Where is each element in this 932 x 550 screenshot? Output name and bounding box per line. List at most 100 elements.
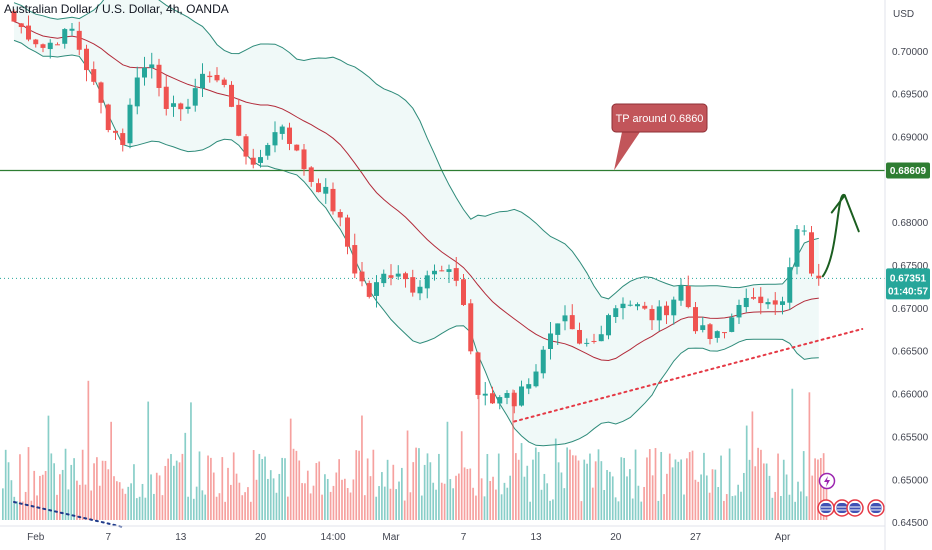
volume-bar [178,462,181,520]
volume-bar [315,463,318,520]
candle-body [722,332,727,334]
candle-body [55,44,60,46]
volume-bar [560,472,563,520]
volume-bar [67,489,70,520]
volume-bar [215,496,218,520]
volume-bar [492,476,494,520]
candle-body [120,133,126,145]
candle-body [11,11,17,22]
candle-body [359,271,365,282]
volume-bar [110,421,112,520]
callout-box [611,103,708,133]
volume-bar [207,455,209,520]
x-tick-label: 27 [690,532,702,543]
volume-bar [201,490,204,520]
x-tick-label: 13 [530,532,542,543]
volume-bar [241,495,244,520]
volume-bar [121,488,124,520]
volume-bar [708,492,711,520]
candle-body [26,25,31,40]
volume-bar [477,392,480,520]
candle-body [685,285,691,308]
volume-bar [688,452,691,520]
volume-bar [344,478,346,520]
volume-bar [765,463,768,520]
x-tick-label: 14:00 [320,532,345,543]
volume-bar [768,475,771,520]
currency-label: USD [893,9,914,20]
volume-bar [489,480,492,520]
volume-bar [386,459,389,520]
volume-bar [59,474,61,520]
volume-bar [312,485,315,520]
candle-body [664,305,669,316]
volume-bar [617,501,620,520]
candle-body [40,44,46,48]
volume-bar [210,457,212,520]
volume-bar [56,494,58,520]
volume-bar [515,453,517,520]
volume-bar [267,478,269,520]
volume-bar [811,475,814,520]
volume-bar [244,492,246,520]
volume-bar [4,449,7,520]
volume-bar [298,460,301,520]
volume-bar [700,474,702,520]
volume-bar [269,470,272,520]
volume-bar [133,464,135,520]
volume-bar [212,472,215,520]
volume-bar [204,494,207,520]
volume-bar [745,425,748,520]
volume-bar [529,501,531,520]
volume-bar [375,496,378,520]
reference-lines [0,169,885,279]
volume-bar [24,491,27,520]
volume-bar [153,493,155,520]
bollinger-bands [13,0,819,447]
volume-bar [118,482,121,520]
volume-bar [381,472,383,520]
candle-body [345,217,350,247]
upper-band [13,0,819,300]
volume-bar [780,496,782,520]
y-tick-label: 0.64500 [892,518,929,529]
volume-bar [591,487,594,520]
volume-bar [415,447,417,520]
volume-bar [138,496,141,520]
volume-bar [2,488,4,520]
volume-bar [463,467,466,520]
volume-bar [740,491,742,520]
volume-bar [7,462,10,520]
volume-bar [609,471,611,520]
volume-bar [472,487,474,520]
volume-bar [76,480,78,520]
volume-bar [566,447,568,520]
candle-body [519,386,524,406]
volume-bar [181,453,184,520]
volume-bar [743,472,745,520]
volume-bar [284,458,286,520]
candle-body [134,77,140,107]
volume-bar [304,483,306,520]
volume-bar [680,459,682,520]
volume-bar [475,495,477,520]
event-icons[interactable] [817,472,885,517]
volume-bar [309,493,312,520]
volume-bar [686,458,688,520]
volume-bar [623,457,625,520]
candle-body [156,64,162,88]
candle-body [540,349,546,374]
candle-body [432,270,437,275]
candle-body [511,392,517,407]
volume-bar [318,461,321,520]
y-tick-label: 0.65000 [892,475,929,486]
volume-bar [549,500,551,520]
volume-bar [512,389,514,520]
volume-bar [96,457,98,520]
volume-bar [98,485,101,520]
candle-body [149,64,155,68]
countdown-text: 01:40:57 [888,286,928,297]
volume-bar [369,476,372,520]
volume-bar [275,492,278,520]
